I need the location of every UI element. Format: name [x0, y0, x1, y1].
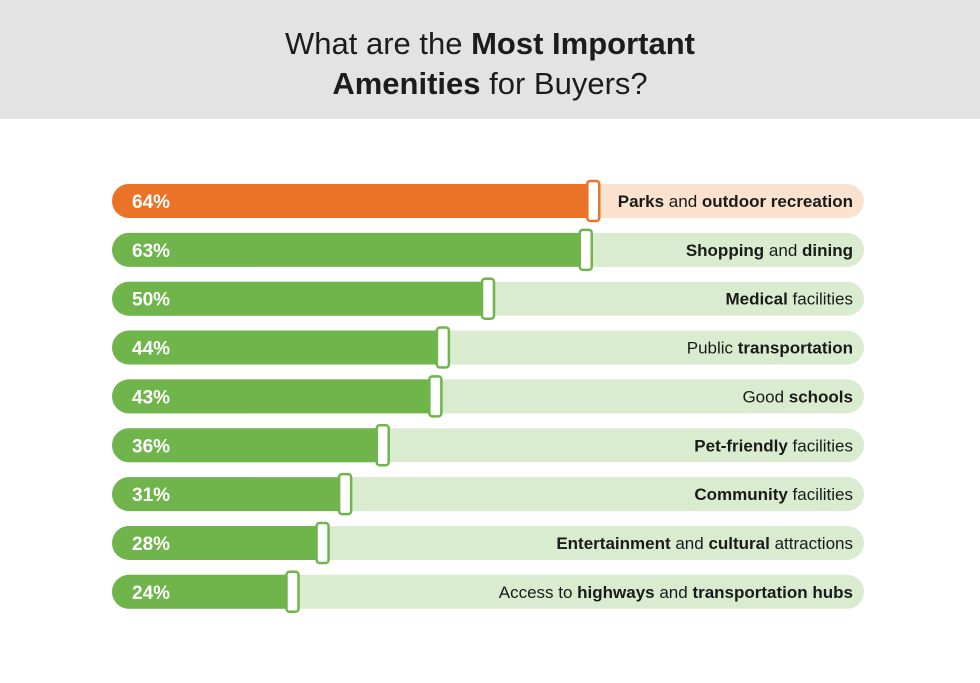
bar-row: 31% Community facilities: [112, 472, 864, 516]
value-label: 24%: [132, 583, 170, 604]
bar: [112, 379, 436, 414]
bar-track: [112, 574, 864, 609]
bar-end-marker: [315, 521, 330, 565]
bar-end-marker: [586, 179, 601, 223]
title-line1-bold: Most Important: [471, 26, 695, 61]
category-label: Shopping and dining: [686, 241, 853, 260]
bar-end-marker: [578, 228, 594, 272]
bar-row: 63% Shopping and dining: [112, 228, 864, 272]
bar-end-marker: [337, 472, 353, 516]
bar: [112, 281, 488, 316]
bar-end-marker: [428, 375, 443, 418]
title-line2-suffix: for Buyers?: [480, 66, 648, 101]
category-label: Good schools: [742, 387, 853, 406]
bar: [112, 428, 383, 463]
category-label: Access to highways and transportation hu…: [499, 583, 853, 602]
value-label: 63%: [132, 241, 170, 262]
bar-row: 24% Access to highways and transportation…: [112, 570, 864, 614]
value-label: 28%: [132, 534, 170, 555]
bar: [112, 574, 293, 609]
category-label: Pet-friendly facilities: [694, 436, 853, 455]
bar-row: 36% Pet-friendly facilities: [112, 424, 864, 467]
bar: [112, 184, 594, 218]
bar-row: 28% Entertainment and cultural attraction…: [112, 521, 864, 565]
value-label: 64%: [132, 192, 170, 213]
bar: [112, 232, 586, 267]
category-label: Medical facilities: [725, 290, 853, 309]
bar-row: 44% Public transportation: [112, 326, 864, 369]
bar: [112, 330, 443, 365]
bar-row: 43% Good schools: [112, 375, 864, 418]
bar-end-marker: [480, 277, 496, 320]
bar: [112, 525, 323, 560]
value-label: 36%: [132, 436, 170, 457]
value-label: 50%: [132, 290, 170, 311]
title-line2-bold: Amenities: [332, 66, 481, 101]
chart-title: What are the Most Important Amenities fo…: [0, 24, 980, 104]
category-label: Parks and outdoor recreation: [618, 192, 853, 211]
value-label: 43%: [132, 387, 170, 408]
category-label: Community facilities: [694, 485, 853, 504]
value-label: 44%: [132, 339, 170, 360]
title-banner: [0, 0, 980, 119]
category-label: Public transportation: [687, 339, 853, 358]
bar-row: 64% Parks and outdoor recreation: [112, 179, 864, 223]
bar-end-marker: [435, 326, 451, 369]
bar-row: 50% Medical facilities: [112, 277, 864, 320]
bar-end-marker: [285, 570, 300, 614]
title-line1-prefix: What are the: [285, 26, 472, 61]
bar: [112, 477, 346, 512]
value-label: 31%: [132, 485, 170, 506]
category-label: Entertainment and cultural attractions: [556, 534, 853, 553]
bar-end-marker: [375, 424, 390, 467]
